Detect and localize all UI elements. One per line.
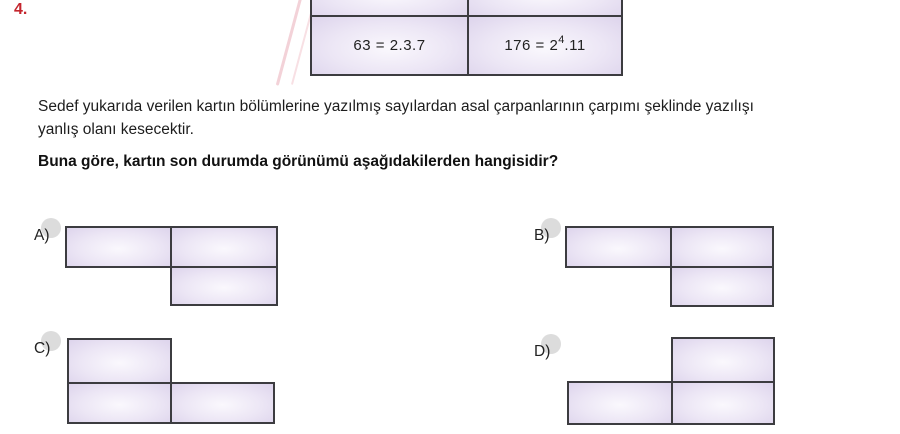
option-c-cell-bottom-right xyxy=(170,382,275,424)
option-c-cell-bottom-left xyxy=(67,382,172,424)
option-a-label[interactable]: A) xyxy=(34,218,61,245)
option-b-cell-top-right xyxy=(670,226,774,268)
question-number: 4. xyxy=(14,1,28,18)
card-text-63: 63 = 2.3.7 xyxy=(353,37,426,54)
option-a-cell-bottom-right xyxy=(170,266,278,306)
option-a-cell-top-left xyxy=(65,226,172,268)
option-d-cell-bottom-right xyxy=(671,381,775,425)
option-a-cell-top-right xyxy=(170,226,278,268)
option-b-cell-top-left xyxy=(565,226,672,268)
card-cell-63: 63 = 2.3.7 xyxy=(310,15,469,76)
card-text-176-rest: .11 xyxy=(564,37,586,54)
prompt-line-2: yanlış olanı kesecektir. xyxy=(38,121,194,138)
option-d-letter: D) xyxy=(534,343,551,360)
option-b-cell-bottom-right xyxy=(670,266,774,307)
option-d-cell-bottom-left xyxy=(567,381,673,425)
option-d-label[interactable]: D) xyxy=(534,334,561,361)
decorative-pink-stripe xyxy=(275,0,304,86)
question-prompt: Sedef yukarıda verilen kartın bölümlerin… xyxy=(38,95,894,141)
option-a-letter: A) xyxy=(34,227,50,244)
prompt-line-1: Sedef yukarıda verilen kartın bölümlerin… xyxy=(38,98,754,115)
option-c-letter: C) xyxy=(34,340,51,357)
card-text-176-exponent: 4 xyxy=(558,33,565,46)
question-bold-text: Buna göre, kartın son durumda görünümü a… xyxy=(38,153,559,170)
option-c-cell-top-left xyxy=(67,338,172,384)
option-c-label[interactable]: C) xyxy=(34,331,61,358)
option-d-cell-top-right xyxy=(671,337,775,383)
option-b-label[interactable]: B) xyxy=(534,218,561,245)
card-cell-176: 176 = 2 4.11 xyxy=(467,15,623,76)
card-text-176-base: 176 = 2 xyxy=(504,37,559,54)
option-b-letter: B) xyxy=(534,227,550,244)
